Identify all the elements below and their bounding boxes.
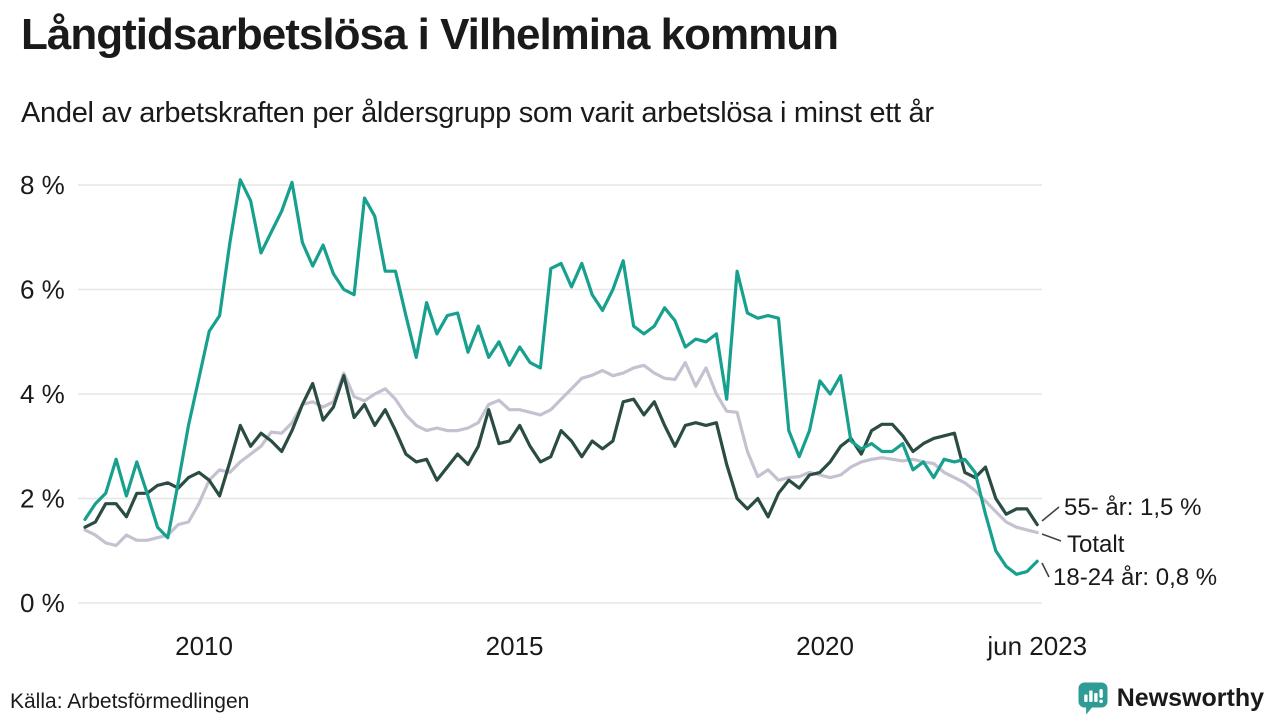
leader-line-55 <box>1041 506 1060 522</box>
series-line-Totalt <box>83 361 1039 548</box>
data-series-lines <box>83 178 1039 576</box>
end-label-18-24-ar: 18-24 år: 0,8 % <box>1053 564 1218 591</box>
y-tick-label-6: 6 % <box>20 275 65 305</box>
y-tick-label-2: 2 % <box>20 484 65 514</box>
x-tick-label-2015: 2015 <box>486 631 544 661</box>
y-tick-label-4: 4 % <box>20 379 65 409</box>
leader-line-totalt <box>1041 533 1062 542</box>
x-tick-label-2020: 2020 <box>796 631 854 661</box>
newsworthy-logo-text: Newsworthy <box>1116 684 1264 712</box>
gridlines <box>78 184 1042 604</box>
page-title: Långtidsarbetslösa i Vilhelmina kommun <box>21 10 839 59</box>
leader-line-18-24 <box>1041 562 1050 578</box>
x-tick-label-2010: 2010 <box>175 631 233 661</box>
source-note: Källa: Arbetsförmedlingen <box>10 690 250 713</box>
series-line-18-24-år <box>83 178 1039 576</box>
x-axis-tick-labels: 2010 2015 2020 jun 2023 <box>175 631 1087 661</box>
y-axis-tick-labels: 0 % 2 % 4 % 6 % 8 % <box>20 170 65 618</box>
series-line-55--år <box>83 374 1039 529</box>
newsworthy-logo: Newsworthy <box>1078 682 1264 715</box>
y-tick-label-0: 0 % <box>20 588 65 618</box>
y-tick-label-8: 8 % <box>20 170 65 200</box>
end-label-totalt: Totalt <box>1067 531 1125 558</box>
page-subtitle: Andel av arbetskraften per åldersgrupp s… <box>21 97 934 129</box>
leader-lines <box>1041 506 1062 578</box>
newsworthy-logo-icon <box>1078 682 1108 715</box>
end-label-55-ar: 55- år: 1,5 % <box>1064 494 1202 521</box>
x-tick-label-jun-2023: jun 2023 <box>986 631 1087 661</box>
